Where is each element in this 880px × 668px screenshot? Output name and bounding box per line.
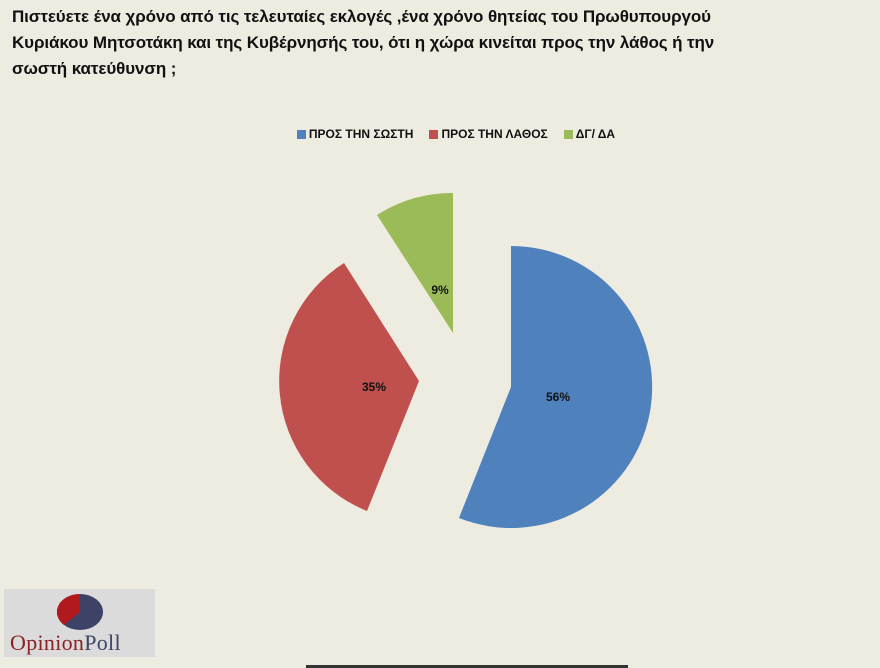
legend-item-dk-na: ΔΓ/ ΔΑ (563, 127, 616, 141)
pie-slice-wrong (279, 263, 419, 511)
legend-label: ΔΓ/ ΔΑ (575, 127, 616, 141)
chart-legend: ΠΡΟΣ ΤΗΝ ΣΩΣΤΗ ΠΡΟΣ ΤΗΝ ΛΑΘΟΣ ΔΓ/ ΔΑ (0, 127, 880, 141)
bottom-divider (306, 665, 628, 668)
slice-label-wrong: 35% (362, 380, 386, 394)
opinionpoll-logo: OpinionPoll (4, 589, 155, 657)
legend-label: ΠΡΟΣ ΤΗΝ ΛΑΘΟΣ (441, 127, 548, 141)
pie-slice-dk-na (377, 192, 453, 333)
legend-item-correct: ΠΡΟΣ ΤΗΝ ΣΩΣΤΗ (296, 127, 414, 141)
chart-title: Πιστεύετε ένα χρόνο από τις τελευταίες ε… (12, 4, 872, 82)
logo-pie-icon (56, 593, 103, 630)
slice-label-correct: 56% (546, 390, 570, 404)
logo-text: OpinionPoll (10, 630, 121, 655)
legend-label: ΠΡΟΣ ΤΗΝ ΣΩΣΤΗ (308, 127, 414, 141)
legend-swatch-blue (296, 129, 306, 139)
title-line-3: σωστή κατεύθυνση ; (12, 59, 177, 78)
legend-swatch-red (429, 129, 439, 139)
title-line-1: Πιστεύετε ένα χρόνο από τις τελευταίες ε… (12, 7, 711, 26)
pie-slice-correct (459, 245, 653, 528)
legend-swatch-green (563, 129, 573, 139)
slice-label-dk-na: 9% (431, 283, 449, 297)
legend-item-wrong: ΠΡΟΣ ΤΗΝ ΛΑΘΟΣ (429, 127, 548, 141)
title-line-2: Κυριάκου Μητσοτάκη και της Κυβέρνησής το… (12, 33, 715, 52)
